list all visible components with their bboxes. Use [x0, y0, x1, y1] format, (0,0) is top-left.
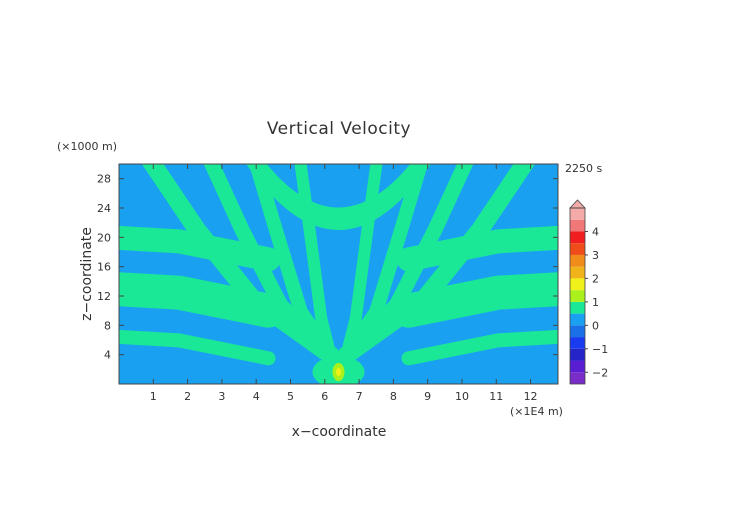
colorbar-tick-label: 3: [592, 249, 599, 262]
colorbar-tick-label: 4: [592, 225, 599, 238]
plot-area: [118, 163, 559, 385]
colorbar-swatch: [570, 266, 585, 279]
colorbar-swatch: [570, 325, 585, 338]
y-axis-label: z−coordinate: [79, 227, 95, 321]
x-tick-label: 2: [184, 390, 191, 403]
wave-band-left-3: [248, 164, 338, 362]
colorbar-tick-label: −2: [592, 366, 608, 379]
y-tick-label: 20: [97, 231, 111, 244]
colorbar-swatch: [570, 254, 585, 267]
x-tick-label: 6: [321, 390, 328, 403]
x-tick-label: 12: [524, 390, 538, 403]
y-tick-label: 8: [104, 319, 111, 332]
colorbar-extend-arrow: [569, 199, 586, 209]
colorbar-swatch: [570, 337, 585, 349]
x-tick-label: 11: [489, 390, 503, 403]
colorbar-tick-label: 1: [592, 296, 599, 309]
x-axis: 1 2 3 4 5 6 7 8 9 10 11 12: [150, 164, 538, 403]
wave-arch: [246, 164, 431, 230]
colorbar-swatch: [570, 208, 585, 220]
lobe-left-3: [119, 329, 276, 366]
y-tick-label: 28: [97, 173, 111, 186]
source-peak: [336, 368, 341, 376]
y-axis: 4 8 12 16 20 24 28: [97, 173, 558, 362]
x-unit-label: (×1E4 m): [510, 405, 563, 418]
time-label: 2250 s: [565, 162, 602, 175]
colorbar-tick-label: 2: [592, 272, 599, 285]
y-tick-label: 16: [97, 261, 111, 274]
y-unit-label: (×1000 m): [57, 140, 117, 153]
chart-title: Vertical Velocity: [267, 119, 411, 139]
y-tick-label: 24: [97, 202, 111, 215]
wave-band-left-4: [294, 164, 337, 361]
x-tick-label: 3: [218, 390, 225, 403]
colorbar-swatch: [570, 219, 585, 232]
lobe-right-2: [391, 272, 558, 328]
lobe-left-2: [119, 272, 286, 328]
x-tick-label: 7: [356, 390, 363, 403]
field-bands: [119, 164, 558, 384]
colorbar-swatch: [570, 243, 585, 255]
colorbar-tick-label: −1: [592, 343, 608, 356]
x-tick-label: 8: [390, 390, 397, 403]
wave-band-right-4: [340, 164, 383, 361]
colorbar-swatch: [570, 348, 585, 361]
wave-band-left-1: [141, 164, 340, 364]
colorbar-frame: [569, 207, 586, 385]
colorbar-swatch: [570, 301, 585, 314]
x-tick-label: 4: [253, 390, 260, 403]
colorbar-swatch: [570, 360, 585, 373]
colorbar-swatch: [570, 231, 585, 244]
plot-frame: [118, 163, 559, 385]
x-tick-label: 1: [150, 390, 157, 403]
x-axis-label: x−coordinate: [292, 424, 387, 440]
lobe-right-1: [396, 225, 558, 272]
lobe-left-1: [119, 225, 281, 272]
wave-band-right-1: [337, 164, 536, 364]
x-tick-label: 9: [424, 390, 431, 403]
colorbar-swatch: [570, 372, 585, 384]
y-tick-label: 4: [104, 349, 111, 362]
x-tick-label: 5: [287, 390, 294, 403]
colorbar-tick-label: 0: [592, 319, 599, 332]
wave-band-right-3: [339, 164, 429, 362]
lobe-right-3: [401, 329, 558, 366]
colorbar-swatch: [570, 313, 585, 326]
colorbar: 4 3 2 1 0 −1 −2: [569, 199, 608, 385]
y-tick-label: 12: [97, 290, 111, 303]
x-tick-label: 10: [455, 390, 469, 403]
colorbar-swatch: [570, 278, 585, 291]
colorbar-swatch: [570, 290, 585, 302]
